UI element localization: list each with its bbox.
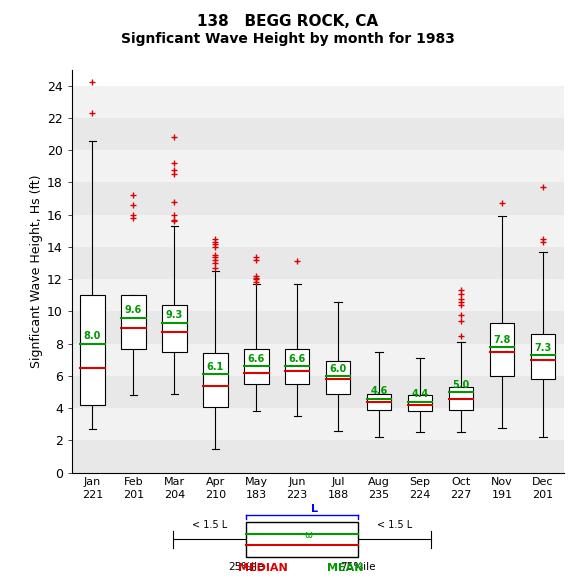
Bar: [162, 305, 187, 351]
Text: 25%ile: 25%ile: [228, 562, 263, 572]
Bar: [72, 311, 564, 344]
Text: 4.4: 4.4: [412, 389, 429, 400]
Text: 6.1: 6.1: [206, 362, 224, 372]
Bar: [80, 295, 105, 405]
Bar: [448, 387, 473, 410]
Bar: [72, 183, 564, 215]
Text: 6.6: 6.6: [248, 354, 265, 364]
Bar: [72, 215, 564, 247]
Bar: [72, 376, 564, 408]
Bar: [285, 349, 309, 384]
Text: Signficant Wave Height by month for 1983: Signficant Wave Height by month for 1983: [121, 32, 454, 46]
Text: 7.8: 7.8: [493, 335, 511, 345]
Text: 75%ile: 75%ile: [340, 562, 375, 572]
Bar: [72, 247, 564, 279]
Text: 138   BEGG ROCK, CA: 138 BEGG ROCK, CA: [197, 14, 378, 30]
Text: MEDIAN: MEDIAN: [238, 563, 288, 573]
Text: 9.3: 9.3: [166, 310, 183, 320]
Bar: [367, 394, 392, 410]
Bar: [246, 522, 358, 557]
Bar: [408, 396, 432, 411]
Text: 6.6: 6.6: [289, 354, 306, 364]
Text: 8.0: 8.0: [84, 331, 101, 341]
Bar: [203, 353, 228, 407]
Text: 5.0: 5.0: [453, 380, 470, 390]
Text: 9.6: 9.6: [125, 306, 142, 316]
Bar: [72, 408, 564, 440]
Bar: [326, 361, 351, 394]
Text: 6.0: 6.0: [329, 364, 347, 374]
Text: < 1.5 L: < 1.5 L: [377, 520, 412, 530]
Text: L: L: [311, 504, 319, 514]
Y-axis label: Signficant Wave Height, Hs (ft): Signficant Wave Height, Hs (ft): [30, 175, 43, 368]
Bar: [72, 150, 564, 183]
Text: ω: ω: [304, 530, 312, 540]
Bar: [244, 349, 269, 384]
Bar: [72, 279, 564, 311]
Text: < 1.5 L: < 1.5 L: [191, 520, 227, 530]
Text: MEAN: MEAN: [327, 563, 363, 573]
Text: 4.6: 4.6: [370, 386, 388, 396]
Text: 7.3: 7.3: [534, 343, 551, 353]
Bar: [490, 322, 514, 376]
Bar: [72, 344, 564, 376]
Bar: [72, 440, 564, 473]
Bar: [72, 86, 564, 118]
Bar: [72, 118, 564, 150]
Bar: [121, 295, 145, 349]
Bar: [531, 334, 555, 379]
